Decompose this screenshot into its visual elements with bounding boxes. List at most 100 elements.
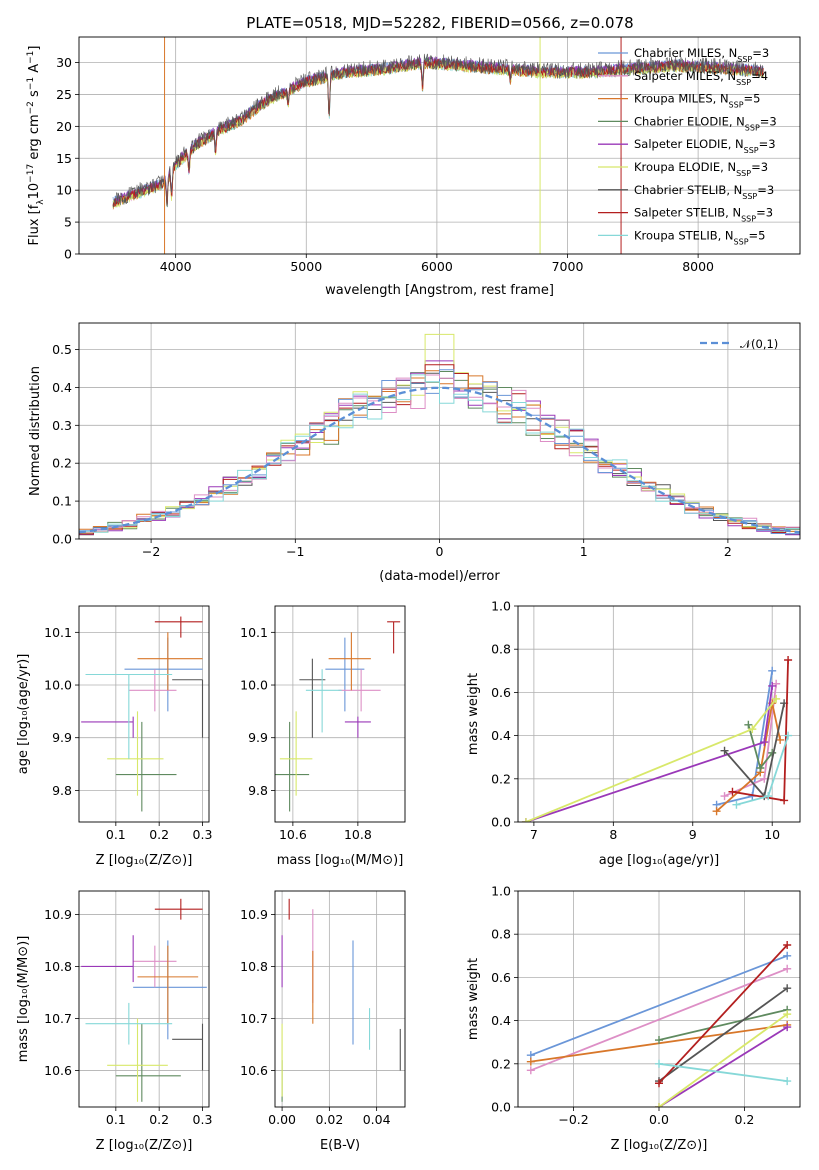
legend-text: Salpeter STELIB, N xyxy=(634,206,741,220)
label-part: A xyxy=(27,64,42,77)
legend-text: =5 xyxy=(744,92,761,106)
x-axis-label: wavelength [Angstrom, rest frame] xyxy=(325,283,554,298)
weight-line xyxy=(658,987,788,1082)
y-tick-label: 0.4 xyxy=(491,728,511,743)
panel-weight_vs_age: 7 8 9 10 0.0 0.2 0.4 0.6 0.8 1.0 age [log₁₀(age/yr… xyxy=(466,599,801,868)
x-axis-label: E(B-V) xyxy=(320,1138,360,1153)
x-tick-label: 2 xyxy=(724,544,732,559)
x-tick-label: 0.2 xyxy=(149,827,169,842)
label-part: −2 xyxy=(26,101,36,114)
weight-marker xyxy=(732,800,741,809)
y-tick-label: 10.6 xyxy=(44,1063,72,1078)
legend-entry: Salpeter STELIB, NSSP=3 xyxy=(634,206,773,224)
legend-sub: SSP xyxy=(734,237,749,246)
y-tick-label: 0.4 xyxy=(491,1013,511,1028)
legend-text: =5 xyxy=(749,228,766,242)
weight-marker xyxy=(783,1023,792,1032)
weight-marker xyxy=(655,1079,663,1088)
legend-entry: Salpeter MILES, NSSP=4 xyxy=(634,69,768,87)
weight-marker xyxy=(768,681,777,690)
x-tick-label: 8 xyxy=(609,827,617,842)
y-tick-label: 9.8 xyxy=(52,783,72,798)
y-tick-label: 0.5 xyxy=(52,342,72,357)
x-tick-label: 0.2 xyxy=(149,1112,169,1127)
weight-marker xyxy=(783,941,792,949)
y-axis-label: Flux [fλ10−17 erg cm−2 s−1 A−1] xyxy=(26,46,46,246)
weight-line xyxy=(530,967,788,1072)
plot-area-age_vs_mass xyxy=(275,621,401,812)
legend-text: Kroupa ELODIE, N xyxy=(634,160,736,174)
weight-marker xyxy=(720,746,729,755)
panel-age_vs_Z: 0.1 0.2 0.3 9.8 9.9 10.0 10.1 Z [log₁₀(Z/Z⊙)] ag… xyxy=(16,605,212,868)
x-tick-label: 7 xyxy=(530,827,538,842)
spectrum-line xyxy=(112,59,764,209)
legend-text: =3 xyxy=(757,183,774,197)
weight-line xyxy=(716,703,781,812)
weight-marker xyxy=(748,725,757,734)
y-tick-label: 9.9 xyxy=(248,730,268,745)
legend-text: =3 xyxy=(760,114,777,128)
x-axis-label: Z [log₁₀(Z/Z⊙)] xyxy=(96,1138,193,1153)
x-tick-label: 0.0 xyxy=(649,1112,669,1127)
weight-marker xyxy=(756,764,765,772)
weight-marker xyxy=(783,984,792,993)
legend-entry: Chabrier MILES, NSSP=3 xyxy=(634,46,769,64)
legend-sub: SSP xyxy=(736,169,751,178)
legend-text: Kroupa MILES, N xyxy=(634,92,729,106)
panel-age_vs_mass: 10.6 10.8 9.8 9.9 10.0 10.1 mass [log₁₀(M/M⊙)] xyxy=(240,605,406,868)
axes-frame xyxy=(274,605,406,823)
plot-area-residual_hist xyxy=(79,333,800,536)
y-tick-label: 30 xyxy=(56,55,72,70)
weight-marker xyxy=(783,951,792,960)
weight-line xyxy=(525,685,774,822)
y-tick-label: 0.2 xyxy=(491,771,511,786)
y-tick-label: 10.9 xyxy=(44,907,72,922)
weight-marker xyxy=(526,1066,535,1075)
weight-marker xyxy=(655,1103,663,1107)
x-tick-label: 8000 xyxy=(682,259,714,274)
label-part: Flux [f xyxy=(27,204,42,245)
legend-text: Salpeter MILES, N xyxy=(634,69,736,83)
x-tick-label: 0.3 xyxy=(193,1112,213,1127)
weight-marker xyxy=(728,787,737,796)
y-tick-label: 10.0 xyxy=(240,678,268,693)
weight-marker xyxy=(760,738,769,747)
weight-marker xyxy=(720,792,729,801)
x-axis-label: age [log₁₀(age/yr)] xyxy=(599,853,720,868)
y-tick-label: 0.0 xyxy=(491,1100,511,1115)
y-tick-label: 10.1 xyxy=(44,625,72,640)
legend-entry: Salpeter ELODIE, NSSP=3 xyxy=(634,137,776,155)
x-axis-label: Z [log₁₀(Z/Z⊙)] xyxy=(611,1138,708,1153)
axes-frame xyxy=(517,605,801,823)
y-tick-label: 10.8 xyxy=(44,959,72,974)
y-tick-label: 10.7 xyxy=(44,1011,72,1026)
weight-line xyxy=(658,1008,788,1041)
legend-sub: SSP xyxy=(736,77,751,86)
y-tick-label: 15 xyxy=(56,151,72,166)
weight-marker xyxy=(521,818,530,822)
y-tick-label: 9.9 xyxy=(52,730,72,745)
legend-sub: SSP xyxy=(742,191,757,200)
x-tick-label: −2 xyxy=(142,544,160,559)
label-part: 10 xyxy=(27,183,42,200)
weight-marker xyxy=(772,694,781,703)
y-tick-label: 0.6 xyxy=(491,685,511,700)
weight-line xyxy=(658,1062,788,1082)
legend-text: =3 xyxy=(756,206,773,220)
x-tick-label: 4000 xyxy=(160,259,192,274)
plot-area-age_vs_Z xyxy=(81,616,204,812)
x-tick-label: 0 xyxy=(436,544,444,559)
weight-line xyxy=(658,944,788,1084)
legend-text: Chabrier ELODIE, N xyxy=(634,114,745,128)
weight-line xyxy=(530,954,788,1057)
y-axis-label: mass weight xyxy=(466,673,481,755)
legend-sub: SSP xyxy=(741,214,756,223)
x-tick-label: −0.2 xyxy=(558,1112,588,1127)
weight-marker xyxy=(776,735,785,744)
y-tick-label: 0.8 xyxy=(491,642,511,657)
x-tick-label: 0.02 xyxy=(315,1112,343,1127)
weight-marker xyxy=(744,720,753,729)
x-tick-label: 10.8 xyxy=(344,827,372,842)
y-tick-label: 20 xyxy=(56,119,72,134)
